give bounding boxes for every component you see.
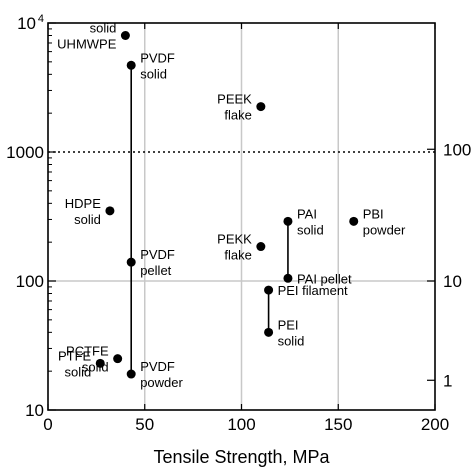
point-label: PEI — [278, 317, 299, 332]
y-tick-label-100: 100 — [16, 272, 44, 291]
point-pvdf-powder — [126, 369, 136, 379]
point-label: solid — [297, 222, 324, 237]
y-tick-label-10: 10 — [25, 401, 44, 420]
x-tick-label-50: 50 — [135, 415, 154, 434]
point-pvdf-pellet — [126, 257, 136, 267]
point-pctfe-solid — [113, 354, 123, 364]
point-label: solid — [82, 360, 109, 375]
point-label: solid — [90, 21, 117, 36]
point-pai-pellet — [283, 273, 293, 283]
point-label: solid — [74, 212, 101, 227]
point-pai-solid — [283, 216, 293, 226]
y-tick-label-1000: 1000 — [6, 143, 44, 162]
point-label: solid — [140, 66, 167, 81]
x-tick-label-100: 100 — [227, 415, 255, 434]
point-pekk-flake — [256, 242, 266, 252]
point-pei-filament — [264, 285, 274, 295]
point-label: UHMWPE — [57, 37, 117, 52]
point-label: PVDF — [140, 247, 175, 262]
range-lines — [130, 65, 289, 375]
x-axis-title: Tensile Strength, MPa — [153, 447, 330, 467]
point-label: PAI pellet — [297, 271, 352, 286]
point-label: solid — [278, 333, 305, 348]
y-right-tick-label-10: 10 — [443, 272, 462, 291]
y-tick-label-exponent: 4 — [38, 13, 44, 25]
point-ptfe-solid — [95, 358, 105, 368]
point-pvdf-solid — [126, 60, 136, 70]
point-solid-uhmwpe — [120, 31, 130, 41]
point-label: PCTFE — [66, 344, 109, 359]
point-label: powder — [140, 375, 183, 390]
grid-lines — [48, 23, 435, 410]
data-points — [95, 31, 359, 379]
point-label: solid — [64, 364, 91, 379]
point-label: powder — [363, 222, 406, 237]
point-label: PTFE — [58, 348, 92, 363]
point-peek-flake — [256, 102, 266, 112]
y-right-tick-label-100: 100 — [443, 140, 471, 159]
point-label: pellet — [140, 263, 171, 278]
point-hdpe-solid — [105, 206, 115, 216]
point-label: flake — [224, 248, 251, 263]
point-label: PAI — [297, 206, 317, 221]
point-pbi-powder — [349, 216, 359, 226]
y-right-tick-label-1: 1 — [443, 371, 452, 390]
x-tick-label-0: 0 — [43, 415, 52, 434]
point-label: PEI filament — [278, 283, 348, 298]
point-label: PBI — [363, 206, 384, 221]
point-label: PVDF — [140, 359, 175, 374]
point-label: flake — [224, 108, 251, 123]
x-tick-label-150: 150 — [324, 415, 352, 434]
point-label: PVDF — [140, 50, 175, 65]
point-label: PEEK — [217, 92, 252, 107]
x-tick-label-200: 200 — [421, 415, 449, 434]
point-pei-solid — [264, 327, 274, 337]
point-label: HDPE — [65, 196, 101, 211]
y-tick-label-10000: 10 — [17, 14, 36, 33]
point-label: PEKK — [217, 232, 252, 247]
